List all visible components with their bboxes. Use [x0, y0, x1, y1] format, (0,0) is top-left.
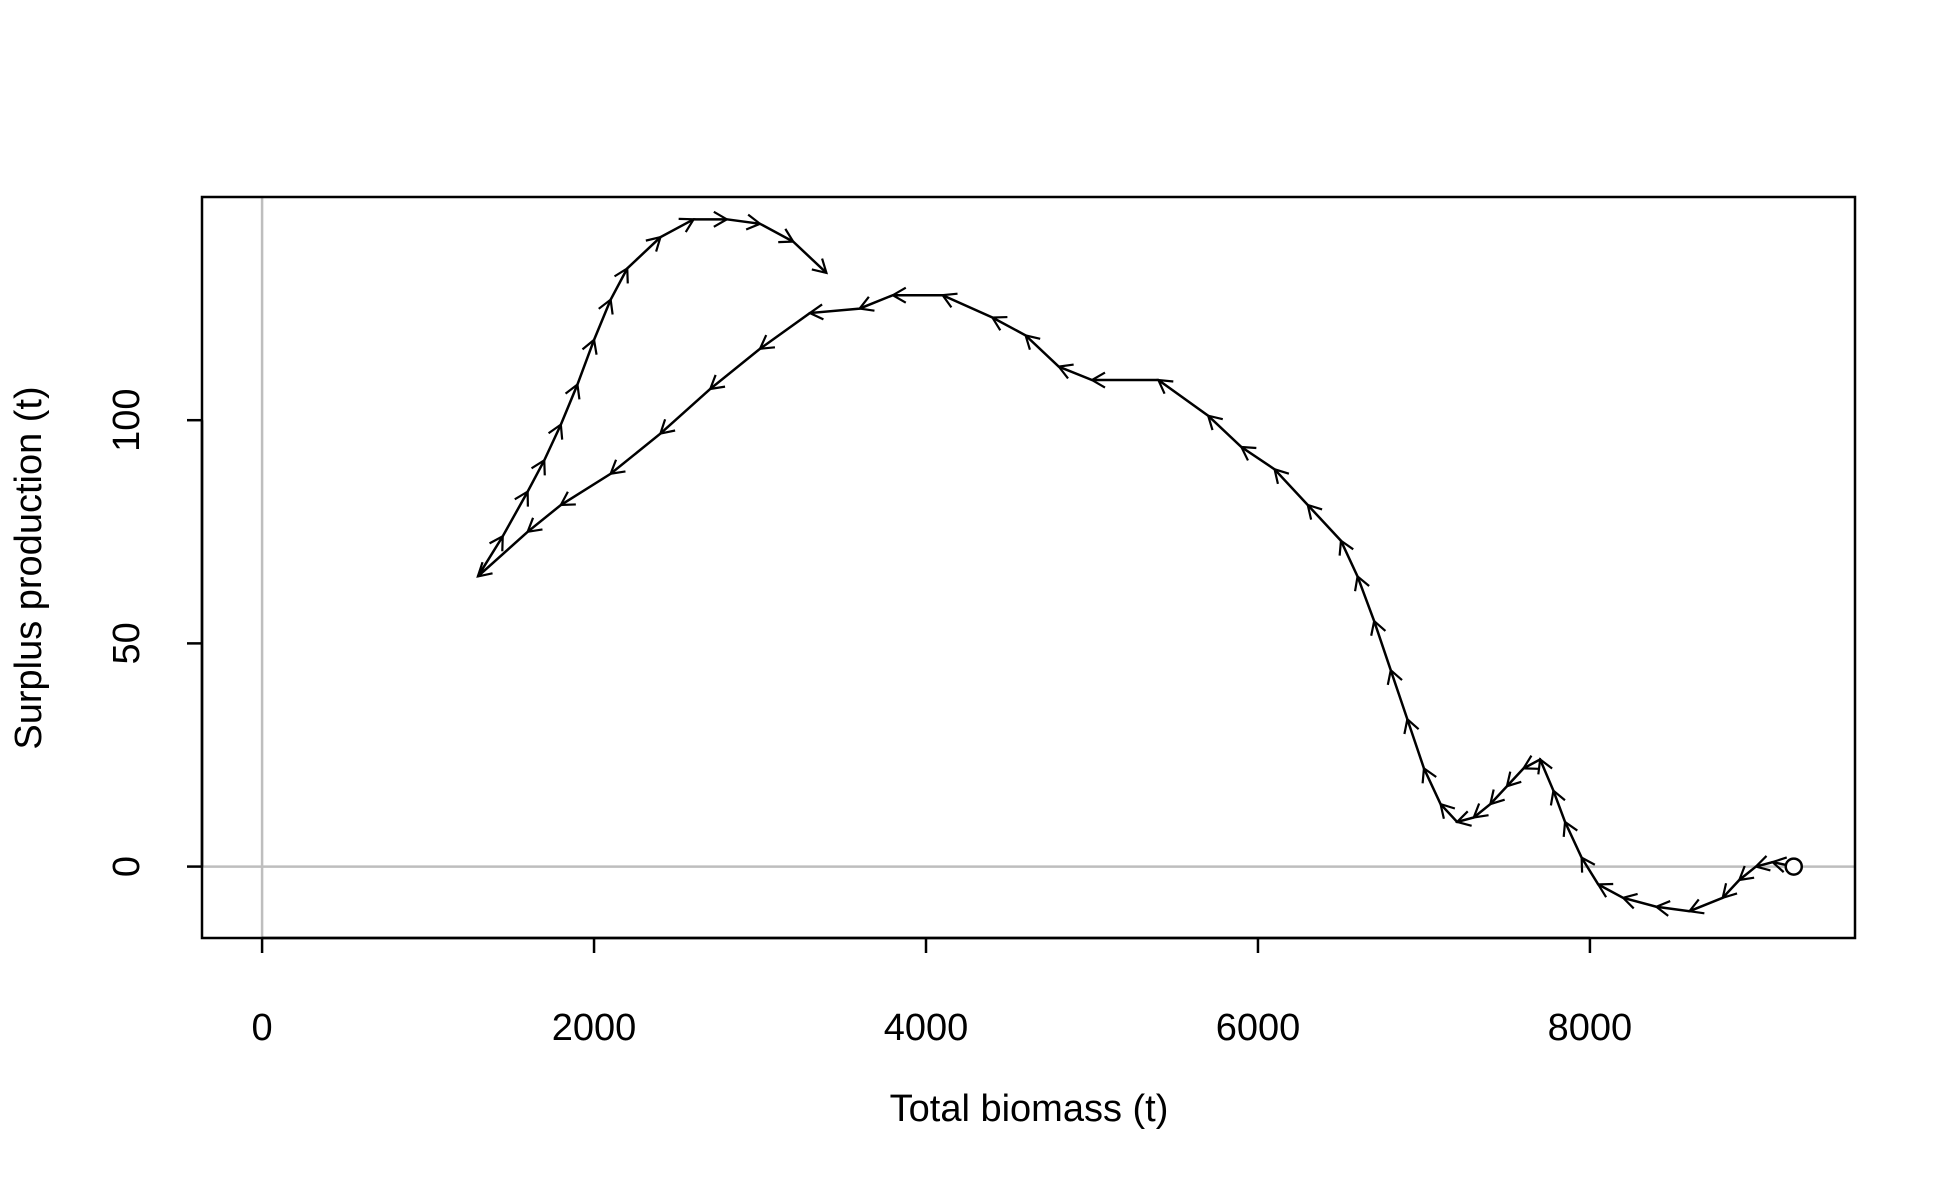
arrowhead	[811, 258, 829, 275]
arrowhead	[1562, 819, 1578, 837]
arrowhead	[645, 235, 663, 252]
arrowhead	[530, 458, 546, 476]
arrowhead	[1770, 856, 1788, 873]
arrowhead	[658, 418, 676, 436]
y-tick-label: 50	[106, 622, 148, 664]
arrowhead	[598, 297, 614, 315]
arrowhead	[1386, 668, 1403, 686]
arrowhead	[558, 491, 576, 507]
arrowhead	[1239, 445, 1257, 461]
x-tick-label: 0	[252, 1007, 273, 1049]
arrowhead	[1421, 766, 1437, 784]
arrowhead	[745, 213, 763, 231]
arrowhead	[1580, 855, 1596, 873]
arrowhead	[678, 217, 696, 233]
arrowhead	[1549, 788, 1566, 806]
arrowhead	[1687, 898, 1705, 915]
arrowhead	[1521, 755, 1539, 770]
y-tick-label: 100	[106, 388, 148, 451]
arrowhead	[713, 210, 730, 228]
arrowhead	[1439, 802, 1456, 819]
arrowhead	[1488, 789, 1506, 806]
arrowhead	[525, 517, 543, 534]
y-axis-title: Surplus production (t)	[8, 386, 50, 749]
arrowhead	[608, 459, 626, 476]
arrowhead	[1753, 855, 1771, 872]
plot-frame	[200, 195, 1857, 940]
arrowhead	[1403, 717, 1420, 735]
arrowhead	[1273, 467, 1290, 485]
y-tick-label: 0	[106, 856, 148, 877]
arrowhead	[1505, 771, 1522, 788]
x-tick-label: 4000	[884, 1007, 969, 1049]
x-tick-label: 2000	[552, 1007, 637, 1049]
arrowhead	[1353, 574, 1370, 592]
arrowhead	[890, 286, 907, 304]
x-tick-label: 6000	[1216, 1007, 1301, 1049]
arrowhead	[758, 334, 776, 351]
arrowhead	[1621, 892, 1638, 910]
arrowhead	[778, 228, 796, 244]
arrowhead	[489, 534, 504, 552]
arrowhead	[1737, 865, 1755, 882]
arrowhead	[547, 422, 564, 440]
arrowhead	[1721, 882, 1738, 900]
arrowhead	[1056, 363, 1074, 380]
arrowhead	[1156, 378, 1174, 395]
arrowhead	[564, 382, 581, 400]
arrowhead	[708, 374, 726, 391]
arrowhead	[1023, 333, 1041, 351]
start-marker	[1784, 857, 1804, 876]
arrowhead	[1455, 810, 1472, 827]
arrowhead	[581, 337, 598, 355]
arrowhead	[807, 303, 824, 321]
arrowhead	[1472, 803, 1489, 819]
x-axis-title: Total biomass (t)	[890, 1088, 1169, 1130]
x-tick-label: 8000	[1548, 1007, 1633, 1049]
arrowhead	[1306, 503, 1323, 520]
arrowhead	[1537, 757, 1553, 775]
arrowhead	[857, 296, 875, 312]
trajectory-line	[476, 218, 1795, 913]
arrowhead	[940, 292, 958, 309]
arrowhead	[514, 489, 529, 507]
arrowhead	[1206, 414, 1224, 431]
arrowhead	[613, 266, 629, 284]
arrowhead	[1338, 538, 1354, 556]
arrowhead	[1654, 900, 1671, 917]
arrowhead	[476, 561, 493, 578]
arrowhead	[1370, 618, 1387, 636]
arrowhead	[990, 315, 1008, 331]
arrowhead	[1089, 371, 1106, 389]
arrowhead	[1596, 882, 1614, 898]
